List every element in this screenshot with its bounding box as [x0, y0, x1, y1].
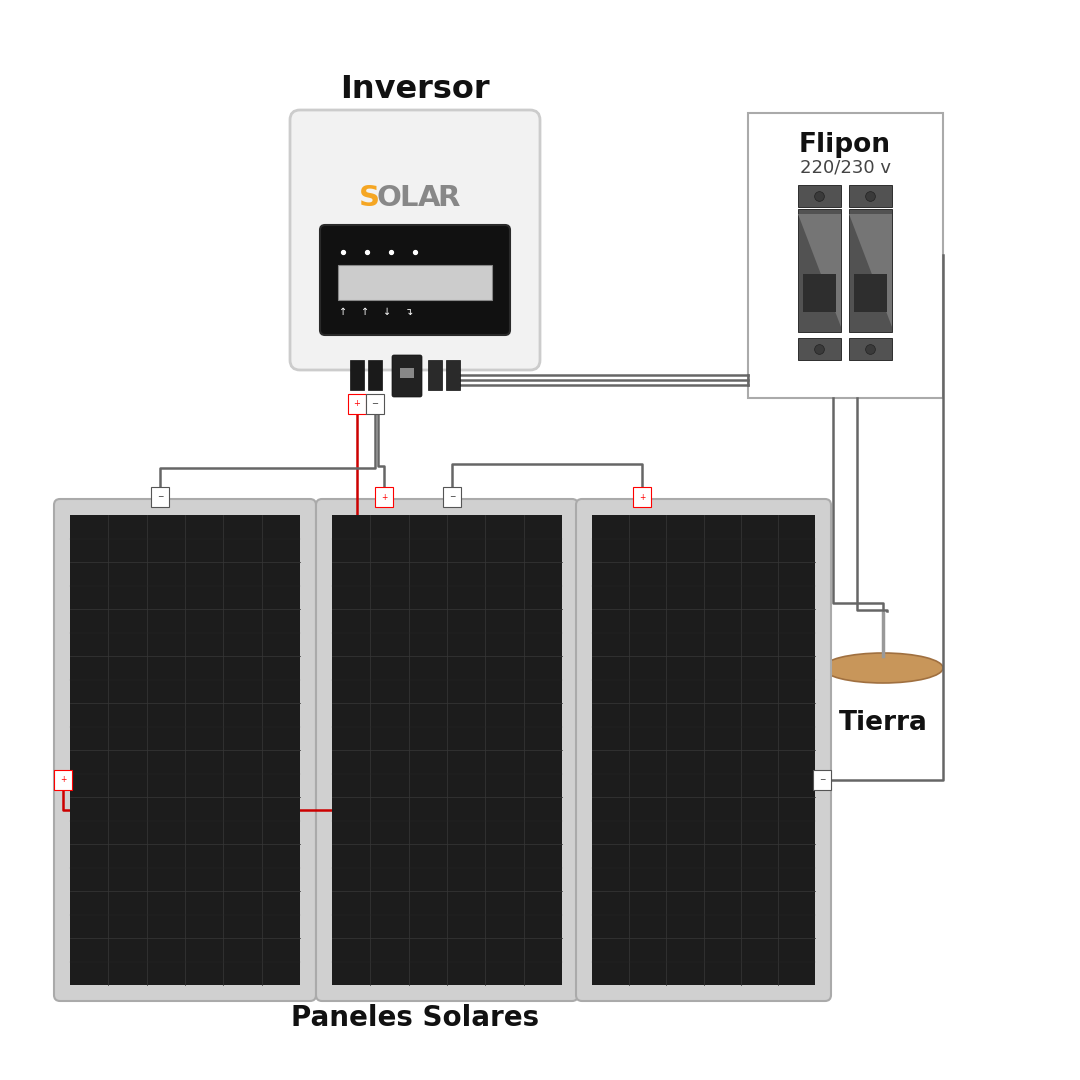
- Text: L: L: [400, 184, 418, 212]
- Bar: [428, 360, 442, 390]
- Bar: [70, 515, 300, 985]
- Text: −: −: [157, 492, 163, 501]
- Ellipse shape: [823, 653, 943, 683]
- FancyBboxPatch shape: [54, 499, 316, 1001]
- Text: R: R: [437, 184, 460, 212]
- FancyBboxPatch shape: [320, 225, 510, 335]
- FancyBboxPatch shape: [316, 499, 578, 1001]
- Text: Paneles Solares: Paneles Solares: [291, 1004, 539, 1032]
- Text: Flipon: Flipon: [799, 132, 891, 158]
- Bar: [804, 274, 836, 312]
- Text: ↴: ↴: [405, 307, 413, 318]
- Text: −: −: [449, 492, 455, 501]
- Bar: [350, 360, 364, 390]
- Bar: [849, 338, 892, 360]
- Text: +: +: [59, 775, 66, 784]
- Text: ↑: ↑: [339, 307, 347, 318]
- Polygon shape: [849, 214, 892, 327]
- Text: Tierra: Tierra: [838, 710, 928, 735]
- Bar: [338, 265, 492, 300]
- Bar: [400, 368, 414, 378]
- FancyBboxPatch shape: [576, 499, 831, 1001]
- Bar: [798, 338, 841, 360]
- Bar: [368, 360, 382, 390]
- Text: Inversor: Inversor: [340, 75, 490, 105]
- Text: +: +: [353, 400, 361, 408]
- Text: +: +: [381, 492, 388, 501]
- Text: −: −: [372, 400, 378, 408]
- Text: −: −: [819, 775, 825, 784]
- Text: ↓: ↓: [383, 307, 391, 318]
- Text: ↑: ↑: [361, 307, 369, 318]
- Text: S: S: [359, 184, 379, 212]
- Bar: [798, 210, 841, 332]
- Bar: [798, 185, 841, 207]
- Bar: [854, 274, 887, 312]
- FancyBboxPatch shape: [392, 355, 422, 397]
- FancyBboxPatch shape: [291, 110, 540, 370]
- Bar: [748, 113, 943, 399]
- Polygon shape: [798, 214, 841, 327]
- Text: A: A: [418, 184, 441, 212]
- Text: O: O: [377, 184, 402, 212]
- Text: +: +: [638, 492, 645, 501]
- Bar: [849, 185, 892, 207]
- Text: 220/230 v: 220/230 v: [799, 159, 891, 177]
- Bar: [592, 515, 815, 985]
- Bar: [446, 360, 460, 390]
- Bar: [332, 515, 562, 985]
- Bar: [849, 210, 892, 332]
